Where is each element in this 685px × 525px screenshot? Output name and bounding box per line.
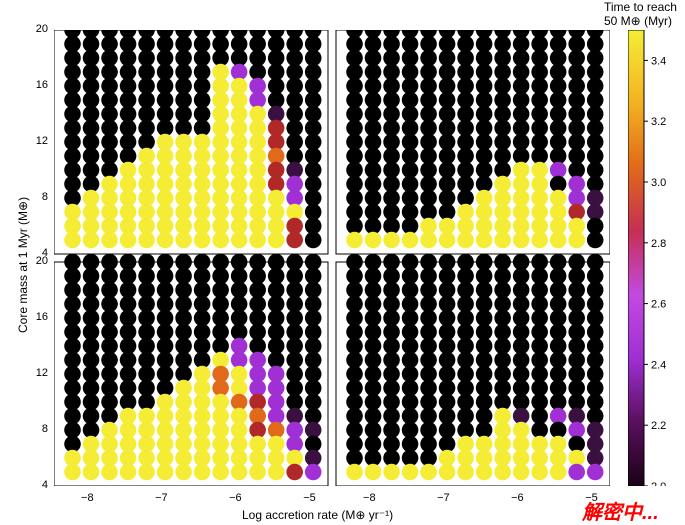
colorbar-tick-label: 2.6: [651, 299, 666, 311]
grid-dot: [175, 232, 192, 249]
y-tick-label: 16: [30, 79, 48, 91]
grid-dot: [249, 232, 266, 249]
colorbar-rect: [628, 30, 644, 486]
grid-dot: [383, 464, 400, 481]
grid-dot: [157, 464, 174, 481]
colorbar-title: Time to reach50 M⊕ (Myr): [604, 0, 677, 29]
grid-dot: [194, 464, 211, 481]
x-tick-label: −7: [437, 492, 450, 504]
grid-dot: [249, 464, 266, 481]
grid-dot: [568, 232, 585, 249]
grid-dot: [268, 232, 285, 249]
grid-dot: [305, 232, 322, 249]
grid-dot: [383, 232, 400, 249]
y-axis-label: Core mass at 1 Myr (M⊕): [16, 197, 30, 333]
colorbar-tick-label: 3.2: [651, 116, 666, 128]
y-tick-label: 8: [30, 191, 48, 203]
y-tick-label: 16: [30, 311, 48, 323]
grid-dot: [120, 232, 137, 249]
grid-dot: [64, 232, 81, 249]
y-tick-label: 20: [30, 255, 48, 267]
grid-dot: [587, 464, 604, 481]
colorbar-tick-label: 2.8: [651, 238, 666, 250]
grid-dot: [439, 464, 456, 481]
grid-dot: [83, 232, 100, 249]
grid-dot: [457, 232, 474, 249]
y-tick-label: 12: [30, 367, 48, 379]
y-tick-label: 12: [30, 135, 48, 147]
grid-dot: [568, 464, 585, 481]
colorbar-title-line: 50 M⊕ (Myr): [604, 14, 672, 28]
y-tick-label: 20: [30, 23, 48, 35]
grid-dot: [531, 464, 548, 481]
figure-root: Core mass at 1 Myr (M⊕) Log accretion ra…: [0, 0, 685, 520]
x-tick-label: −8: [81, 492, 94, 504]
colorbar-tick-label: 2.4: [651, 359, 666, 371]
grid-dot: [494, 232, 511, 249]
grid-dot: [101, 232, 118, 249]
grid-dot: [420, 464, 437, 481]
grid-dot: [268, 464, 285, 481]
grid-dot: [346, 464, 363, 481]
grid-dot: [212, 464, 229, 481]
grid-dot: [138, 464, 155, 481]
colorbar: 2.02.22.42.62.83.03.23.4: [628, 30, 644, 486]
x-tick-label: −5: [303, 492, 316, 504]
x-tick-label: −7: [155, 492, 168, 504]
grid-dot: [494, 464, 511, 481]
grid-dot: [305, 464, 322, 481]
grid-dot: [476, 464, 493, 481]
grid-dot: [587, 232, 604, 249]
grid-dot: [157, 232, 174, 249]
grid-dot: [286, 464, 303, 481]
x-tick-label: −5: [585, 492, 598, 504]
colorbar-title-line: Time to reach: [604, 0, 677, 14]
scatter-grid-svg: [54, 30, 610, 486]
grid-dot: [231, 464, 248, 481]
grid-dot: [513, 232, 530, 249]
grid-dot: [83, 464, 100, 481]
grid-dot: [120, 464, 137, 481]
grid-dot: [513, 464, 530, 481]
grid-dot: [457, 464, 474, 481]
grid-dot: [286, 232, 303, 249]
colorbar-tick-label: 3.0: [651, 177, 666, 189]
grid-dot: [231, 232, 248, 249]
y-tick-label: 4: [30, 479, 48, 491]
grid-dot: [194, 232, 211, 249]
grid-dot: [550, 232, 567, 249]
grid-dot: [531, 232, 548, 249]
colorbar-tick-label: 2.2: [651, 420, 666, 432]
grid-dot: [439, 232, 456, 249]
grid-dot: [365, 232, 382, 249]
grid-dot: [346, 232, 363, 249]
grid-dot: [402, 464, 419, 481]
colorbar-svg: 2.0 2.2 2.4 2.6 2.8 3.0 3.2 3.4: [628, 30, 684, 486]
x-tick-label: −8: [363, 492, 376, 504]
y-tick-label: 8: [30, 423, 48, 435]
grid-dot: [101, 464, 118, 481]
grid-dot: [550, 464, 567, 481]
colorbar-tick-label: 3.4: [651, 55, 666, 67]
grid-dot: [64, 464, 81, 481]
grid-dot: [365, 464, 382, 481]
grid-dot: [420, 232, 437, 249]
x-tick-label: −6: [511, 492, 524, 504]
grid-dot: [476, 232, 493, 249]
grid-dot: [402, 232, 419, 249]
plot-area: [54, 30, 610, 486]
grid-dot: [175, 464, 192, 481]
x-tick-label: −6: [229, 492, 242, 504]
grid-dot: [138, 232, 155, 249]
colorbar-tick-label: 2.0: [651, 481, 666, 486]
grid-dot: [212, 232, 229, 249]
